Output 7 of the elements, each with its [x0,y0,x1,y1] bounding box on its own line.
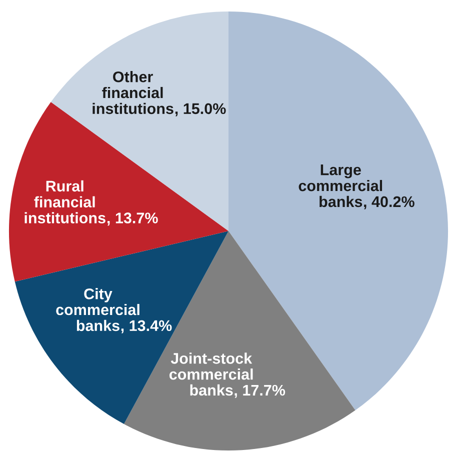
data-label: , 17.7% [234,384,286,398]
data-label: , 15.0% [175,103,226,116]
slice-label: Other financial institutions [92,71,174,114]
slice-label: Rural financial institutions [24,180,106,224]
data-label: , 13.4% [121,320,172,334]
data-label: , 13.7% [107,212,158,226]
data-label: , 40.2% [364,196,414,210]
